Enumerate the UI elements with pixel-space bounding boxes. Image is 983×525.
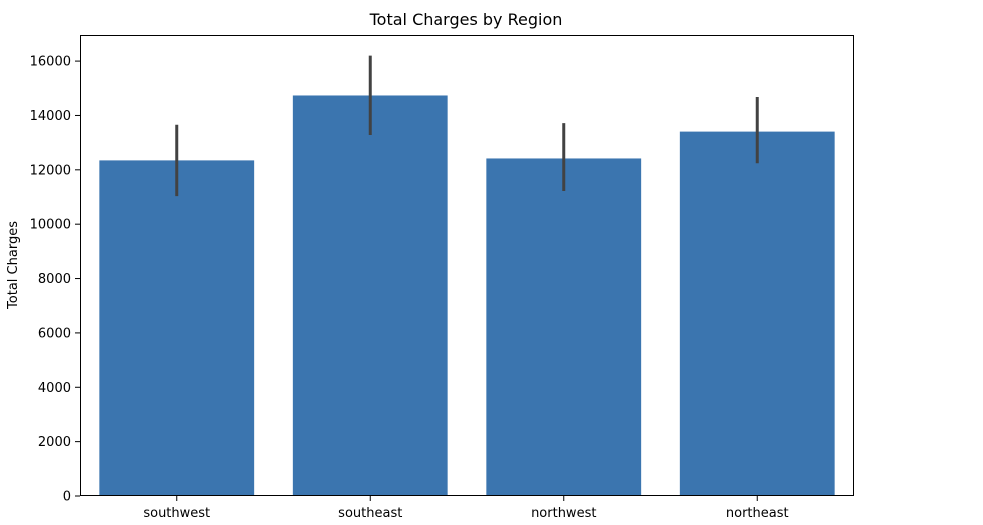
x-tick-label-southeast: southeast xyxy=(338,506,402,521)
y-tick-label-4000: 4000 xyxy=(38,381,71,396)
y-tick-label-6000: 6000 xyxy=(38,326,71,341)
x-tick-label-southwest: southwest xyxy=(143,506,210,521)
y-axis-title: Total Charges xyxy=(6,221,21,310)
bars-layer xyxy=(99,95,835,496)
y-tick-label-12000: 12000 xyxy=(30,163,71,178)
y-tick-label-16000: 16000 xyxy=(30,55,71,70)
bar-northwest xyxy=(486,158,642,496)
plot-frame xyxy=(80,35,854,496)
x-tick-label-northwest: northwest xyxy=(531,506,596,521)
y-tick-label-14000: 14000 xyxy=(30,109,71,124)
y-tick-label-8000: 8000 xyxy=(38,272,71,287)
bar-southwest xyxy=(99,160,255,496)
bar-southeast xyxy=(292,95,448,496)
bar-northeast xyxy=(679,131,835,496)
y-axis: 0 2000 4000 6000 8000 10000 12000 14000 16000 xyxy=(30,55,80,505)
y-tick-label-2000: 2000 xyxy=(38,435,71,450)
error-bars-layer xyxy=(175,55,759,197)
y-tick-label-10000: 10000 xyxy=(30,218,71,233)
x-tick-label-northeast: northeast xyxy=(726,506,789,521)
x-axis: southwest southeast northwest northeast xyxy=(143,496,789,521)
y-tick-label-0: 0 xyxy=(63,490,71,505)
chart-title: Total Charges by Region xyxy=(369,10,563,29)
